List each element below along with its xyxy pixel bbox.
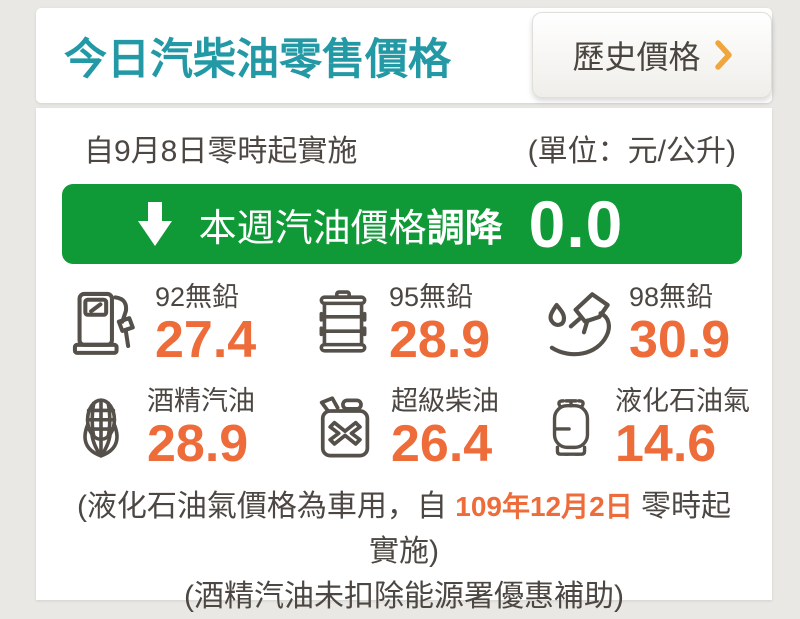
banner-text: 本週汽油價格調降	[198, 207, 503, 250]
gas-pump-icon	[72, 291, 135, 355]
price-item-lpg: 液化石油氣 14.6	[540, 380, 772, 476]
fuel-label: 95無鉛	[389, 282, 474, 313]
price-change-banner: 本週汽油價格調降 0.0	[62, 184, 742, 264]
price-item-98: 98無鉛 30.9	[540, 276, 772, 372]
price-item-diesel: 超級柴油 26.4	[310, 380, 540, 476]
gas-cylinder-icon	[552, 399, 590, 456]
history-price-label: 歷史價格	[572, 39, 701, 75]
fuel-label: 98無鉛	[629, 282, 714, 313]
fuel-price: 14.6	[615, 414, 717, 473]
info-row: 自9月8日零時起實施 (單位：元/公升)	[36, 108, 772, 170]
banner-value: 0.0	[528, 187, 624, 261]
fuel-label: 液化石油氣	[615, 386, 750, 417]
fuel-price-grid: 92無鉛 27.4 95無鉛 28.9	[36, 264, 772, 476]
fuel-price: 28.9	[389, 310, 491, 369]
down-arrow-icon	[137, 202, 172, 246]
price-item-alcohol: 酒精汽油 28.9	[68, 380, 310, 476]
page-title: 今日汽柴油零售價格	[64, 35, 451, 84]
fuel-price: 26.4	[391, 414, 493, 473]
chevron-right-icon	[714, 40, 732, 70]
jerry-can-icon	[319, 396, 370, 458]
effective-date-text: 自9月8日零時起實施	[84, 135, 358, 168]
fuel-label: 92無鉛	[155, 282, 240, 313]
fuel-label: 超級柴油	[391, 386, 499, 417]
fuel-nozzle-icon	[548, 292, 611, 357]
fuel-price: 27.4	[155, 310, 257, 369]
footnotes: (液化石油氣價格為車用，自 109年12月2日 零時起實施) (酒精汽油未扣除能…	[36, 484, 772, 619]
oil-drum-icon	[319, 290, 367, 353]
fuel-price: 28.9	[147, 414, 249, 473]
fuel-price: 30.9	[629, 310, 731, 369]
fuel-label: 酒精汽油	[147, 386, 255, 417]
lpg-footnote: (液化石油氣價格為車用，自 109年12月2日 零時起實施)	[76, 490, 732, 568]
header-card: 今日汽柴油零售價格 歷史價格	[36, 8, 772, 103]
lpg-effective-date: 109年12月2日	[455, 491, 633, 522]
price-item-95: 95無鉛 28.9	[310, 276, 540, 372]
unit-text: (單位：元/公升)	[527, 135, 736, 168]
price-item-92: 92無鉛 27.4	[68, 276, 310, 372]
alcohol-footnote: (酒精汽油未扣除能源署優惠補助)	[184, 580, 624, 613]
corn-icon	[83, 398, 119, 458]
history-price-button[interactable]: 歷史價格	[532, 12, 772, 98]
price-panel: 自9月8日零時起實施 (單位：元/公升) 本週汽油價格調降 0.0 92無鉛 2…	[36, 108, 772, 613]
